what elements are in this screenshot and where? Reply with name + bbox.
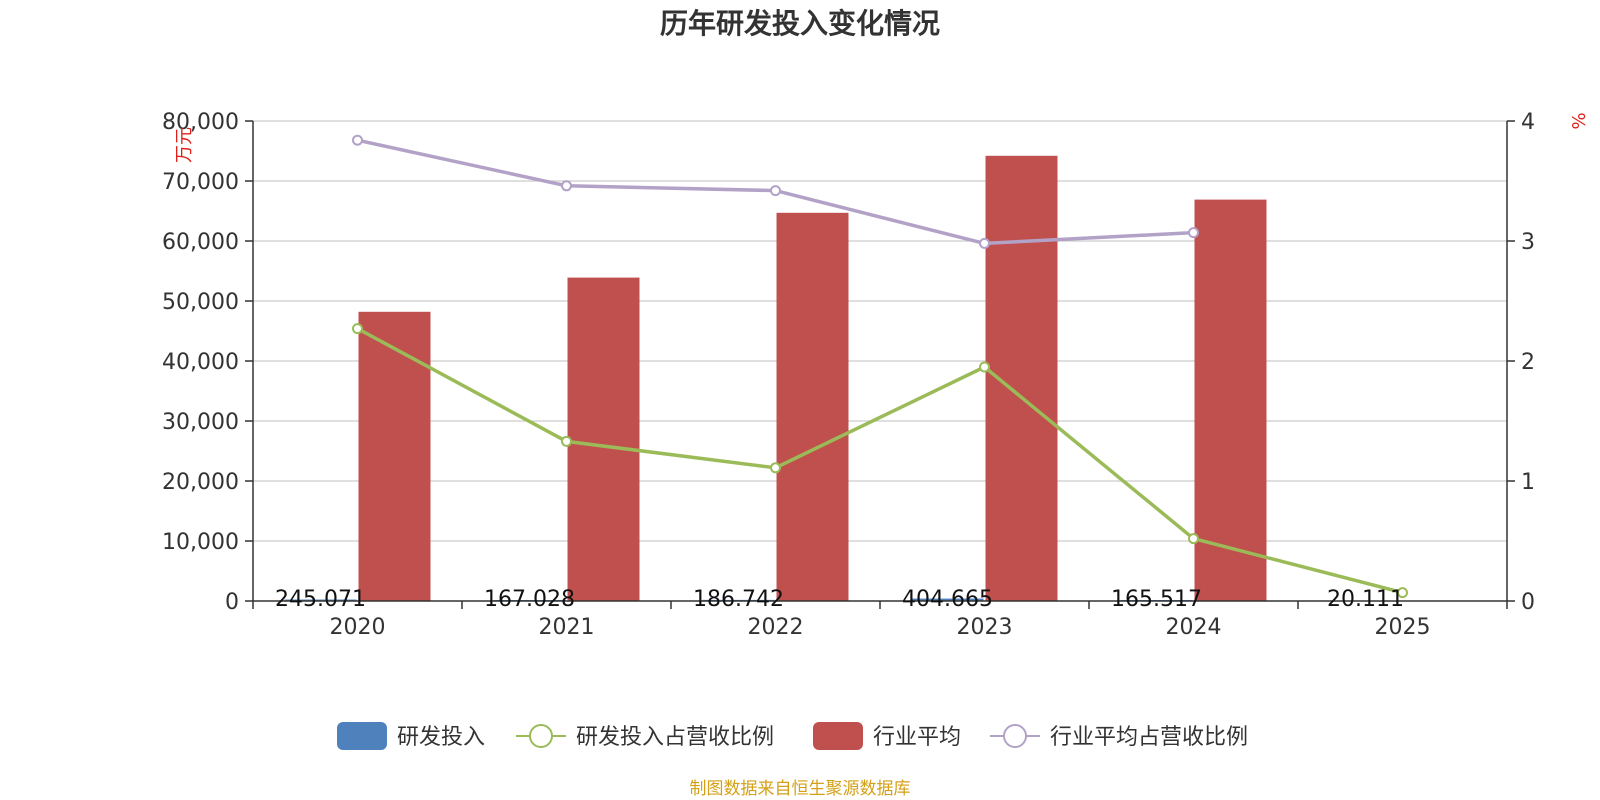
rd-ratio-point [1397, 587, 1408, 599]
right-axis-tick-label: 2 [1521, 350, 1535, 375]
legend-marker-rd-ratio [529, 724, 553, 748]
industry-ratio-point [770, 185, 781, 197]
industry-average-bar [1194, 199, 1267, 601]
x-axis-tick-label: 2025 [1375, 615, 1431, 640]
right-axis-tick-label: 3 [1521, 230, 1535, 255]
rd-investment-value-label: 20.111 [1327, 587, 1404, 612]
left-axis-unit: 万元 [174, 127, 195, 163]
industry-ratio-point [561, 180, 572, 192]
left-axis-tick-label: 20,000 [162, 470, 239, 495]
grid-lines [253, 120, 1507, 542]
left-axis-tick-label: 80,000 [162, 110, 239, 135]
axes: 0 10,000 20,000 30,000 40,000 50,000 60,000 70,… [162, 110, 1535, 640]
industry-ratio-point [1188, 227, 1199, 239]
right-axis-unit: % [1569, 112, 1590, 129]
rd-ratio-point [561, 435, 572, 447]
x-axis-tick-label: 2022 [748, 615, 804, 640]
legend-marker-industry-ratio [1003, 724, 1027, 748]
source-note: 制图数据来自恒生聚源数据库 [690, 779, 911, 799]
rd-investment-value-label: 165.517 [1111, 587, 1202, 612]
bars [284, 155, 1402, 602]
x-axis-tick-label: 2023 [957, 615, 1013, 640]
industry-average-bar [358, 311, 431, 601]
rd-investment-value-label: 404.665 [902, 587, 993, 612]
rd-ratio-point [352, 323, 363, 335]
legend-swatch-industry-average [813, 722, 863, 750]
left-axis-tick-label: 0 [225, 590, 239, 615]
right-axis-tick-label: 0 [1521, 590, 1535, 615]
legend-label: 研发投入占营收比例 [576, 725, 774, 750]
x-axis-tick-label: 2021 [539, 615, 595, 640]
rd-investment-bar [911, 598, 984, 601]
rd-ratio-point [1188, 533, 1199, 545]
rd-ratio-point [770, 462, 781, 474]
data-labels: 245.071 167.028 186.742 404.665 165.517 20.11… [275, 587, 1404, 612]
legend-label: 研发投入 [397, 725, 485, 750]
industry-average-bar [567, 277, 640, 601]
left-axis-tick-label: 40,000 [162, 350, 239, 375]
left-axis-tick-label: 50,000 [162, 290, 239, 315]
legend-label: 行业平均 [873, 725, 961, 750]
legend-swatch-rd-investment [337, 722, 387, 750]
rd-ratio-line [356, 327, 1403, 595]
rd-investment-value-label: 186.742 [693, 587, 784, 612]
left-axis-tick-label: 30,000 [162, 410, 239, 435]
rd-ratio-point [979, 361, 990, 373]
x-axis-tick-label: 2020 [330, 615, 386, 640]
left-axis-tick-label: 70,000 [162, 170, 239, 195]
legend: 研发投入 研发投入占营收比例 行业平均 行业平均占营收比例 [337, 722, 1248, 750]
industry-average-bar [776, 212, 849, 602]
industry-ratio-point [352, 134, 363, 146]
right-axis-tick-label: 1 [1521, 470, 1535, 495]
left-axis-tick-label: 60,000 [162, 230, 239, 255]
left-axis-tick-label: 10,000 [162, 530, 239, 555]
rd-investment-value-label: 167.028 [484, 587, 575, 612]
industry-ratio-point [979, 237, 990, 249]
rd-investment-value-label: 245.071 [275, 587, 366, 612]
right-axis-tick-label: 4 [1521, 110, 1535, 135]
series-lines [352, 134, 1408, 599]
chart-title: 历年研发投入变化情况 [660, 7, 940, 40]
legend-label: 行业平均占营收比例 [1050, 725, 1248, 750]
x-axis-tick-label: 2024 [1166, 615, 1222, 640]
